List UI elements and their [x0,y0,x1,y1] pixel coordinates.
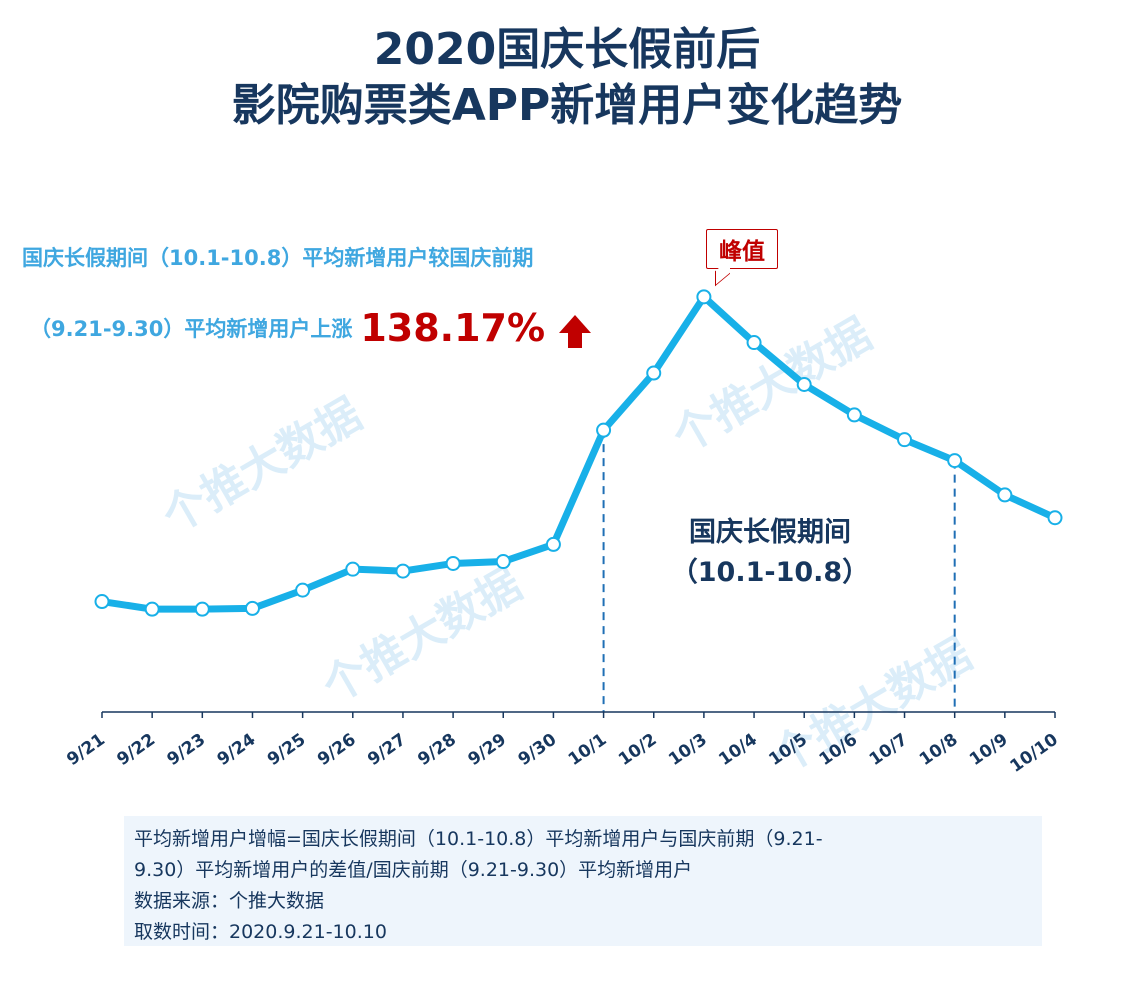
x-tick-label: 10/3 [665,730,711,770]
data-point [1047,510,1063,526]
data-point [395,563,411,579]
x-tick-label: 10/5 [765,730,811,770]
x-tick-label: 9/24 [214,730,260,770]
x-tick-label: 10/6 [816,730,862,770]
x-tick-label: 10/2 [615,730,661,770]
note-source: 数据来源：个推大数据 [134,890,325,912]
title-line-1: 2020国庆长假前后 [373,24,761,75]
data-point [596,422,612,438]
data-point [495,554,511,570]
data-point [445,555,461,571]
note-line-1: 平均新增用户增幅=国庆长假期间（10.1-10.8）平均新增用户与国庆前期（9.… [134,828,823,850]
period-line-1: 国庆长假期间 [689,517,851,548]
x-tick-label: 10/8 [916,730,962,770]
x-tick-label: 9/27 [364,730,410,770]
chart-title: 2020国庆长假前后 影院购票类APP新增用户变化趋势 [0,22,1134,134]
data-point [144,601,160,617]
x-tick-label: 10/10 [1007,730,1062,777]
x-tick-label: 9/26 [314,730,360,770]
data-point [94,594,110,610]
holiday-period-label: 国庆长假期间 （10.1-10.8） [660,513,880,593]
callout-line-2: （9.21-9.30）平均新增用户上涨 138.17% [30,306,592,350]
data-point [746,335,762,351]
data-point [295,582,311,598]
x-tick-label: 9/28 [414,730,460,770]
up-arrow-icon [545,315,592,348]
data-point [846,407,862,423]
data-point [244,600,260,616]
x-tick-label: 9/29 [464,730,510,770]
x-tick-label: 10/4 [715,730,761,770]
footnote-box: 平均新增用户增幅=国庆长假期间（10.1-10.8）平均新增用户与国庆前期（9.… [124,816,1042,946]
x-tick-label: 10/7 [866,730,912,770]
x-tick-label: 9/25 [264,730,310,770]
callout-text: （9.21-9.30）平均新增用户上涨 [30,317,353,341]
peak-label: 峰值 [706,229,778,269]
x-tick-label: 9/30 [515,730,561,770]
data-point [696,289,712,305]
data-point [545,536,561,552]
x-tick-label: 9/23 [164,730,210,770]
x-tick-label: 10/9 [966,730,1012,770]
note-line-2: 9.30）平均新增用户的差值/国庆前期（9.21-9.30）平均新增用户 [134,859,693,881]
data-point [345,561,361,577]
data-point [997,487,1013,503]
data-point [897,432,913,448]
data-point [947,453,963,469]
period-line-2: （10.1-10.8） [670,557,870,588]
callout-line-1: 国庆长假期间（10.1-10.8）平均新增用户较国庆前期 [22,246,534,270]
series-line [98,293,1059,613]
note-date: 取数时间：2020.9.21-10.10 [134,921,387,943]
increase-percent: 138.17% [360,306,546,350]
title-line-2: 影院购票类APP新增用户变化趋势 [231,80,903,131]
data-point [796,376,812,392]
data-point [194,601,210,617]
x-tick-label: 9/22 [113,730,159,770]
x-tick-label: 9/21 [63,730,109,770]
data-point [646,365,662,381]
x-tick-label: 10/1 [565,730,611,770]
